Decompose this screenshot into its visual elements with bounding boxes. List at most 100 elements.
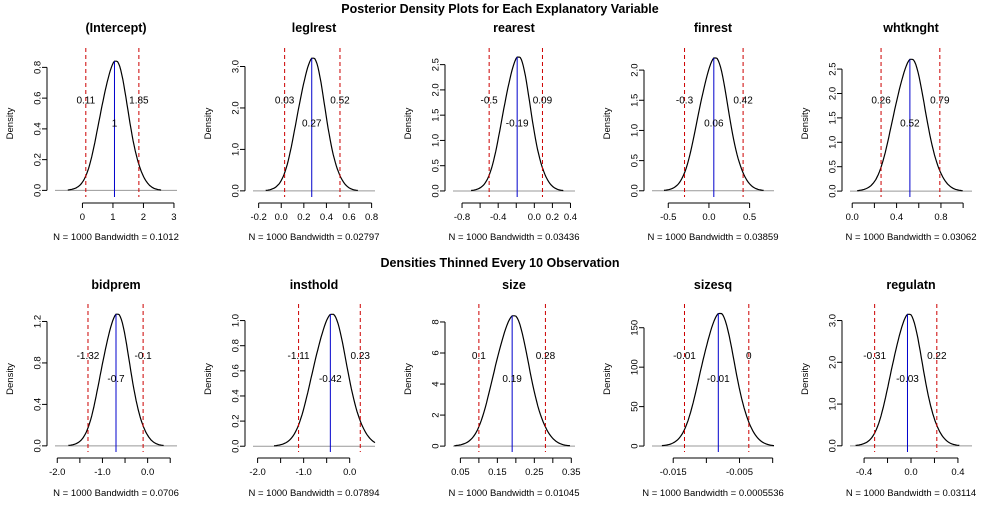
lower-ci-label: -0.31 <box>863 351 886 362</box>
y-tick-label: 2.5 <box>431 58 442 71</box>
panel-title: insthold <box>290 278 339 292</box>
mean-label: -0.42 <box>319 374 342 385</box>
x-tick-label: 1 <box>110 212 115 223</box>
y-tick-label: 0.8 <box>231 339 242 352</box>
x-tick-label: 0.0 <box>528 212 541 223</box>
density-panel-intercept: (Intercept) 0.11 1.85 1 0.0 0.2 0.4 0.6 0.8 Densi… <box>5 21 179 243</box>
lower-ci-label: 0.1 <box>472 351 486 362</box>
main-title: Posterior Density Plots for Each Explana… <box>341 2 659 16</box>
x-axis-title: N = 1000 Bandwidth = 0.0005536 <box>642 488 784 499</box>
x-tick-label: 0.5 <box>743 212 756 223</box>
x-tick-label: 0.0 <box>343 467 356 478</box>
y-tick-label: 0.5 <box>630 154 641 167</box>
y-tick-label: 0.6 <box>33 92 44 105</box>
density-panel-whtknght: whtknght 0.26 0.79 0.52 0.0 0.5 1.0 1.5 2.0 2.5 De… <box>800 21 977 243</box>
upper-ci-label: 1.85 <box>129 95 149 106</box>
upper-ci-label: 0.79 <box>930 95 950 106</box>
x-tick-label: 0.2 <box>546 212 559 223</box>
density-curve <box>67 60 162 191</box>
mean-label: -0.7 <box>107 374 125 385</box>
x-tick-label: 0.4 <box>951 467 964 478</box>
y-tick-label: 0.5 <box>431 159 442 172</box>
upper-ci-label: 0.23 <box>351 351 371 362</box>
density-panel-leglrest: leglrest 0.03 0.52 0.27 0.0 1.0 2.0 3.0 Density -… <box>203 21 380 243</box>
x-axis-title: N = 1000 Bandwidth = 0.03062 <box>846 232 977 243</box>
y-tick-label: 0.0 <box>231 440 242 453</box>
y-tick-label: 2.0 <box>630 63 641 76</box>
x-tick-label: -2.0 <box>49 467 65 478</box>
panel-title: leglrest <box>292 21 337 35</box>
y-tick-label: 2 <box>431 412 442 417</box>
y-tick-label: 1.0 <box>231 143 242 156</box>
y-tick-label: 0.4 <box>231 389 242 402</box>
lower-ci-label: -1.11 <box>288 351 310 362</box>
density-curve <box>663 57 764 191</box>
x-axis-title: N = 1000 Bandwidth = 0.03114 <box>846 488 976 499</box>
y-tick-label: 0.0 <box>33 184 44 197</box>
x-tick-label: -1.0 <box>295 467 311 478</box>
y-tick-label: 0.4 <box>33 122 44 135</box>
y-tick-label: 0.0 <box>33 439 44 452</box>
y-tick-label: 1.5 <box>828 111 839 124</box>
y-tick-label: 3.0 <box>828 314 839 327</box>
mean-label: 0.19 <box>502 374 522 385</box>
y-tick-label: 8 <box>431 319 442 324</box>
lower-ci-label: -0.5 <box>481 95 499 106</box>
y-tick-label: 0.6 <box>231 364 242 377</box>
y-tick-label: 2.0 <box>828 356 839 369</box>
x-axis-title: N = 1000 Bandwidth = 0.01045 <box>449 488 580 499</box>
y-tick-label: 2.5 <box>828 62 839 75</box>
density-panel-sizesq: sizesq -0.01 0 -0.01 0 50 100 150 Density -0.015 -… <box>602 278 784 499</box>
upper-ci-label: 0.09 <box>533 95 553 106</box>
panel-title: regulatn <box>886 278 935 292</box>
y-tick-label: 3.0 <box>231 60 242 73</box>
y-tick-label: 50 <box>630 401 641 412</box>
x-tick-label: -0.2 <box>250 212 266 223</box>
x-tick-label: 0.2 <box>297 212 310 223</box>
y-tick-label: 2.0 <box>231 101 242 114</box>
x-tick-label: -0.5 <box>660 212 676 223</box>
x-tick-label: 0.8 <box>934 212 947 223</box>
y-axis-title: Density <box>800 107 811 139</box>
y-axis-title: Density <box>203 363 214 395</box>
y-tick-label: 0.0 <box>828 184 839 197</box>
y-tick-label: 0.0 <box>828 439 839 452</box>
lower-ci-label: 0.26 <box>871 95 891 106</box>
density-panel-regulatn: regulatn -0.31 0.22 -0.03 0.0 1.0 2.0 3.0 Densit… <box>800 278 976 499</box>
upper-ci-label: 0.22 <box>927 351 947 362</box>
y-axis-title: Density <box>800 363 811 395</box>
y-tick-label: 1.0 <box>431 134 442 147</box>
lower-ci-label: -1.32 <box>77 351 100 362</box>
y-tick-label: 1.0 <box>828 136 839 149</box>
x-tick-label: 0.0 <box>904 467 917 478</box>
y-axis-title: Density <box>602 107 613 139</box>
y-tick-label: 0.0 <box>231 184 242 197</box>
y-tick-label: 0.5 <box>828 160 839 173</box>
density-curve <box>265 57 358 192</box>
mean-label: 0.27 <box>302 118 322 129</box>
mean-label: 0.06 <box>704 118 724 129</box>
x-tick-label: -0.005 <box>726 467 753 478</box>
panel-title: finrest <box>694 21 733 35</box>
upper-ci-label: 0.42 <box>733 95 753 106</box>
panel-title: (Intercept) <box>85 21 146 35</box>
y-tick-label: 150 <box>630 320 641 336</box>
x-tick-label: -0.4 <box>856 467 872 478</box>
x-tick-label: 0 <box>80 212 85 223</box>
x-tick-label: 0.4 <box>320 212 333 223</box>
y-axis-title: Density <box>5 363 16 395</box>
x-tick-label: -0.4 <box>490 212 506 223</box>
density-panel-size: size 0.1 0.28 0.19 0 2 4 6 8 Density 0.05 0.15 0.25 0… <box>403 278 581 499</box>
y-tick-label: 0.0 <box>630 184 641 197</box>
panel-title: size <box>502 278 526 292</box>
y-tick-label: 6 <box>431 350 442 355</box>
y-axis-title: Density <box>203 107 214 139</box>
x-tick-label: 0.4 <box>564 212 577 223</box>
density-panel-insthold: insthold -1.11 0.23 -0.42 0.0 0.2 0.4 0.6 0.8 1.0… <box>203 278 380 499</box>
x-axis-title: N = 1000 Bandwidth = 0.02797 <box>249 232 380 243</box>
lower-ci-label: 0.03 <box>275 95 295 106</box>
x-tick-label: -0.8 <box>454 212 470 223</box>
y-axis-title: Density <box>403 107 414 139</box>
panel-title: whtknght <box>882 21 939 35</box>
x-tick-label: -1.0 <box>94 467 110 478</box>
